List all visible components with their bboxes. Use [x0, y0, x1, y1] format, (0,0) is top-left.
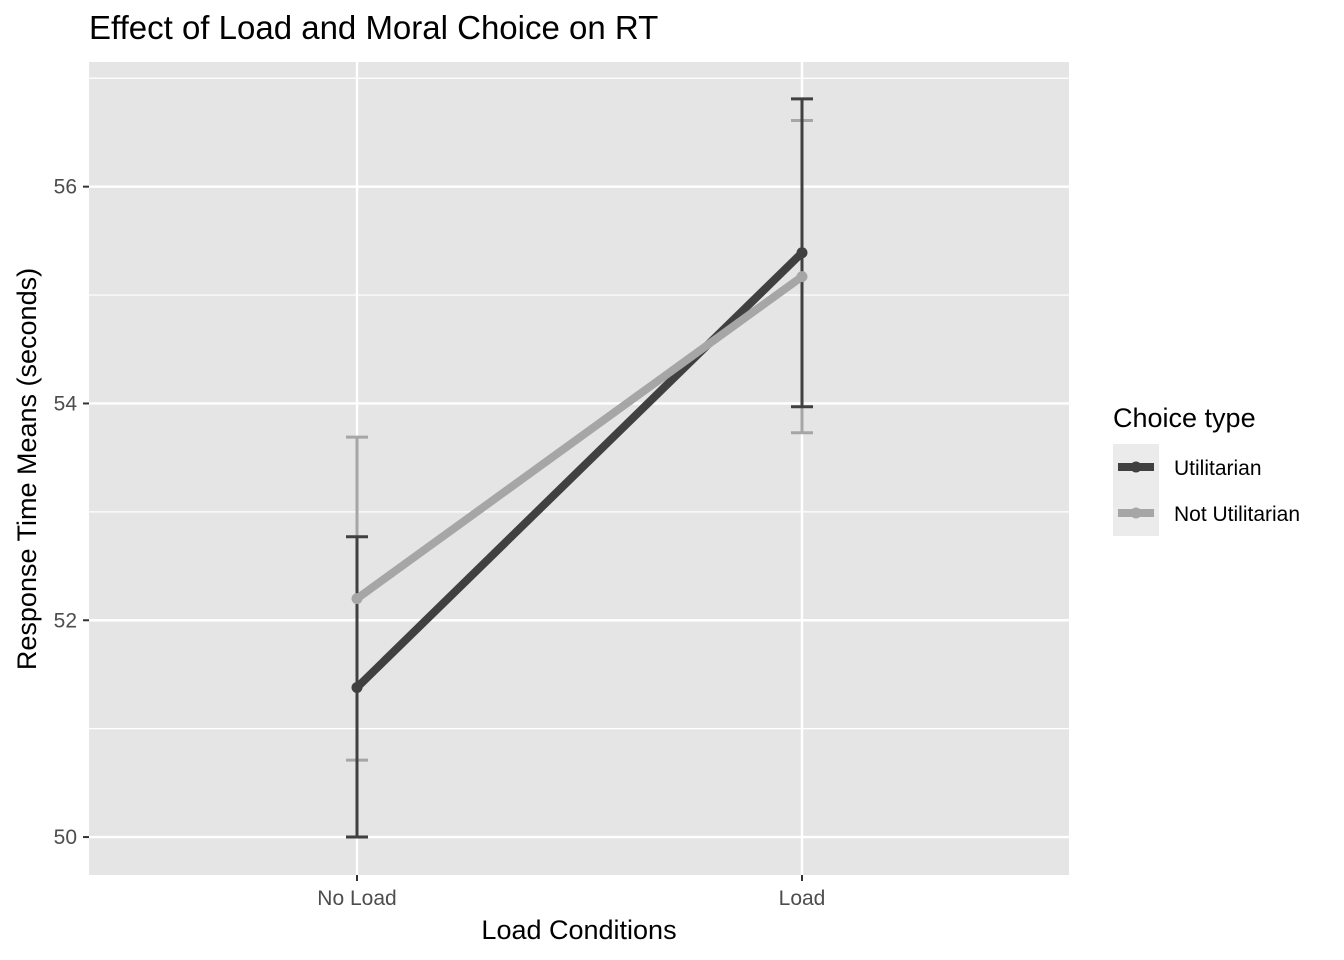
- legend-items: Utilitarian Not Utilitarian: [1113, 444, 1300, 536]
- x-axis: No Load Load: [317, 875, 825, 910]
- y-axis: 50 52 54 56: [54, 176, 89, 849]
- series-line: [354, 273, 805, 602]
- x-tick-label: No Load: [317, 887, 396, 910]
- data-point: [796, 247, 808, 259]
- y-tick-label: 54: [54, 392, 78, 415]
- data-point: [796, 271, 808, 283]
- legend-label: Utilitarian: [1174, 457, 1262, 480]
- legend-key-point: [1130, 507, 1142, 519]
- data-point: [351, 681, 363, 693]
- legend-label: Not Utilitarian: [1174, 503, 1300, 526]
- chart-title: Effect of Load and Moral Choice on RT: [89, 9, 658, 46]
- data-point: [351, 593, 363, 605]
- y-tick-label: 56: [54, 176, 77, 199]
- legend-title: Choice type: [1113, 403, 1256, 433]
- y-axis-title: Response Time Means (seconds): [12, 268, 42, 670]
- series-lines: [354, 249, 805, 691]
- x-tick-label: Load: [779, 887, 826, 910]
- x-axis-title: Load Conditions: [481, 915, 676, 945]
- y-tick-label: 52: [54, 609, 77, 632]
- series-points: [351, 247, 808, 693]
- legend-key-point: [1130, 461, 1142, 473]
- y-tick-label: 50: [54, 826, 77, 849]
- grid-minor: [89, 77, 1069, 730]
- series-line: [354, 249, 805, 691]
- legend: Choice type Utilitarian Not Utilitarian: [1113, 403, 1300, 536]
